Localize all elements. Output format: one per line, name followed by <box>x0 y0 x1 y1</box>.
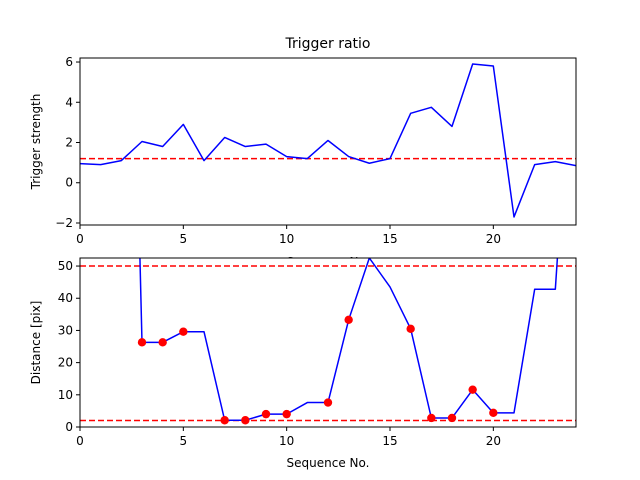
distance-x-tick-label-20: 20 <box>486 434 501 448</box>
trigger-y-ticks: −2 0 2 4 6 <box>55 55 80 230</box>
distance-y-ticks: 0 10 20 30 40 50 <box>58 259 80 434</box>
distance-y-tick-label-50: 50 <box>58 259 73 273</box>
trigger-plot-frame <box>79 57 577 226</box>
distance-x-tick-label-0: 0 <box>76 434 84 448</box>
distance-marker-11 <box>447 413 457 423</box>
distance-threshold-lines <box>80 265 576 422</box>
distance-x-tick-label-10: 10 <box>279 434 294 448</box>
distance-y-tick-label-30: 30 <box>58 323 73 337</box>
distance-markers <box>137 315 498 425</box>
trigger-x-tick-label-15: 15 <box>382 232 397 246</box>
distance-marker-5 <box>261 409 271 419</box>
trigger-chart-title: Trigger ratio <box>284 36 370 52</box>
trigger-series-line-0 <box>80 63 576 218</box>
distance-marker-7 <box>323 398 333 407</box>
distance-marker-10 <box>427 413 436 423</box>
distance-y-axis-label: Distance [pix] <box>29 301 43 385</box>
trigger-x-tick-label-20: 20 <box>486 232 501 246</box>
distance-y-tick-label-10: 10 <box>58 388 73 402</box>
distance-x-ticks: 0 5 10 15 20 <box>76 427 501 448</box>
distance-marker-6 <box>282 409 291 419</box>
distance-marker-13 <box>489 408 498 418</box>
distance-marker-1 <box>158 338 167 347</box>
distance-marker-3 <box>220 416 229 425</box>
trigger-x-tick-label-10: 10 <box>279 232 294 246</box>
distance-marker-0 <box>137 338 147 347</box>
distance-y-tick-label-20: 20 <box>58 356 73 370</box>
trigger-y-tick-label-0: 0 <box>65 176 73 190</box>
distance-marker-2 <box>179 327 188 336</box>
distance-y-tick-label-40: 40 <box>58 291 73 305</box>
trigger-y-axis-label: Trigger strength <box>29 94 43 191</box>
trigger-y-tick-label-4: 4 <box>65 95 73 109</box>
distance-marker-8 <box>344 315 353 325</box>
distance-plot-frame <box>79 257 577 428</box>
trigger-x-tick-label-0: 0 <box>76 232 84 246</box>
distance-y-tick-label-0: 0 <box>65 420 73 434</box>
trigger-y-tick-label-2: 2 <box>65 136 73 150</box>
distance-marker-4 <box>241 416 250 425</box>
distance-x-tick-label-5: 5 <box>180 434 188 448</box>
trigger-x-ticks: 0 5 10 15 20 <box>76 225 501 246</box>
trigger-x-tick-label-5: 5 <box>180 232 188 246</box>
distance-chart: 0 5 10 15 20 0 10 20 30 40 50 Sequence No. Distan… <box>29 257 577 470</box>
trigger-plot-area <box>80 58 576 225</box>
trigger-y-tick-label--2: −2 <box>55 216 73 230</box>
distance-x-tick-label-15: 15 <box>382 434 397 448</box>
distance-x-axis-label: Sequence No. <box>287 456 370 470</box>
trigger-series <box>80 63 576 218</box>
trigger-y-tick-label-6: 6 <box>65 55 73 69</box>
distance-marker-9 <box>406 324 415 334</box>
distance-marker-12 <box>468 385 477 394</box>
